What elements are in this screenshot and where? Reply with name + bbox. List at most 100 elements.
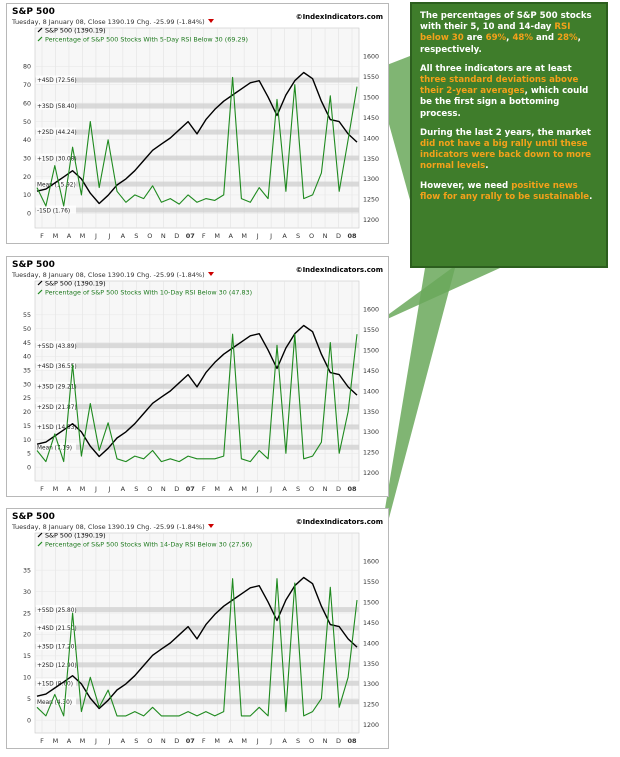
sd-band-label: Mean (7.19) — [37, 445, 72, 451]
left-tick-label: 50 — [23, 119, 31, 126]
callout-arrow-bottom — [374, 268, 455, 575]
x-tick-label: J — [269, 737, 272, 745]
plot-area — [34, 27, 360, 229]
left-tick-label: 40 — [23, 354, 31, 361]
sd-band — [35, 363, 359, 369]
sd-band-label-bg — [36, 422, 76, 431]
commentary-callout: The percentages of S&P 500 stocks with t… — [410, 2, 608, 268]
right-tick-label: 1300 — [363, 681, 379, 688]
chart-title: S&P 500 — [12, 512, 55, 522]
chart-source: ©IndexIndicators.com — [296, 13, 383, 21]
chart-panel-14day: S&P 500 Tuesday, 8 January 08, Close 1390… — [6, 508, 389, 749]
down-arrow-icon — [208, 19, 214, 23]
sd-band-label: +5SD (25.80) — [37, 608, 77, 614]
left-tick-label: 30 — [23, 381, 31, 388]
callout-text: and — [533, 33, 558, 44]
x-tick-label: S — [134, 737, 138, 745]
right-tick-label: 1550 — [363, 579, 379, 586]
x-tick-label: O — [147, 232, 152, 240]
right-tick-label: 1200 — [363, 217, 379, 224]
left-tick-label: 40 — [23, 137, 31, 144]
legend-swatch-rsi — [37, 541, 43, 547]
right-tick-label: 1400 — [363, 640, 379, 647]
left-tick-label: 30 — [23, 589, 31, 596]
legend-swatch-sp500 — [37, 27, 43, 33]
callout-paragraph-4: However, we need positive news flow for … — [420, 181, 598, 203]
legend-swatch-rsi — [37, 36, 43, 42]
sd-band — [35, 643, 359, 649]
sd-band-label-bg — [36, 623, 76, 632]
sd-band-label: +4SD (21.50) — [37, 626, 77, 632]
x-tick-label: M — [241, 485, 247, 493]
x-tick-label: M — [80, 737, 86, 745]
left-tick-label: 20 — [23, 632, 31, 639]
sd-band — [35, 207, 359, 213]
x-tick-label: D — [174, 485, 179, 493]
callout-highlight: three standard deviations above their 2-… — [420, 75, 579, 97]
sp500-line — [36, 71, 358, 205]
chart-subtitle: Tuesday, 8 January 08, Close 1390.19 Chg… — [11, 18, 205, 26]
x-tick-label: N — [161, 232, 166, 240]
rsi-percentage-line — [36, 333, 358, 463]
x-tick-label: 08 — [347, 485, 357, 493]
left-tick-label: 15 — [23, 653, 31, 660]
x-tick-label: J — [94, 232, 97, 240]
x-tick-label: J — [107, 232, 110, 240]
sd-band-label: +1SD (30.08) — [37, 156, 77, 162]
x-tick-label: M — [80, 485, 86, 493]
x-tick-label: D — [336, 485, 341, 493]
right-tick-label: 1500 — [363, 599, 379, 606]
callout-text: , respectively. — [420, 33, 581, 55]
right-tick-label: 1400 — [363, 388, 379, 395]
left-tick-label: 10 — [23, 675, 31, 682]
x-tick-label: S — [296, 232, 300, 240]
right-tick-label: 1400 — [363, 135, 379, 142]
x-tick-label: A — [228, 485, 233, 493]
sd-band-label: +3SD (17.20) — [37, 645, 77, 651]
x-tick-label: M — [214, 232, 220, 240]
x-tick-label: S — [296, 485, 300, 493]
x-tick-label: N — [323, 737, 328, 745]
sd-band-label: Mean (15.92) — [37, 182, 76, 188]
sd-band-label-bg — [36, 75, 76, 84]
callout-text: , — [506, 33, 513, 44]
x-tick-label: J — [94, 737, 97, 745]
sd-band-label-bg — [36, 697, 76, 706]
x-tick-label: O — [309, 737, 314, 745]
sd-band-label: Mean (4.30) — [37, 700, 72, 706]
x-tick-label: J — [269, 485, 272, 493]
sd-band-label-bg — [36, 442, 76, 451]
x-tick-label: F — [40, 485, 44, 493]
x-tick-label: A — [67, 485, 72, 493]
sd-band-label-bg — [36, 641, 76, 650]
x-tick-label: A — [282, 737, 287, 745]
chart-source: ©IndexIndicators.com — [296, 518, 383, 526]
sd-band-label: +1SD (14.53) — [37, 425, 77, 431]
x-tick-label: O — [147, 737, 152, 745]
sd-band-label-bg — [36, 678, 76, 687]
chart-title: S&P 500 — [12, 260, 55, 270]
left-tick-label: 45 — [23, 340, 31, 347]
chart-title: S&P 500 — [12, 7, 55, 17]
x-tick-label: D — [336, 737, 341, 745]
sd-band — [35, 699, 359, 705]
x-tick-label: F — [202, 485, 206, 493]
right-tick-label: 1300 — [363, 429, 379, 436]
x-tick-label: 07 — [186, 737, 195, 745]
sd-band-label-bg — [36, 205, 76, 214]
legend-label-sp500: S&P 500 (1390.19) — [45, 532, 106, 540]
legend-swatch-rsi — [37, 289, 43, 295]
x-tick-label: J — [269, 232, 272, 240]
sd-band-label: +4SD (72.56) — [37, 78, 77, 84]
left-tick-label: 70 — [23, 82, 31, 89]
x-tick-label: F — [202, 232, 206, 240]
sd-band-label-bg — [36, 402, 76, 411]
left-tick-label: 25 — [23, 395, 31, 402]
legend-label-rsi: Percentage of S&P 500 Stocks With 10-Day… — [45, 289, 252, 297]
left-tick-label: 25 — [23, 610, 31, 617]
x-tick-label: M — [53, 485, 59, 493]
sd-band-label-bg — [36, 101, 76, 110]
sd-band-label: +3SD (58.40) — [37, 104, 77, 110]
